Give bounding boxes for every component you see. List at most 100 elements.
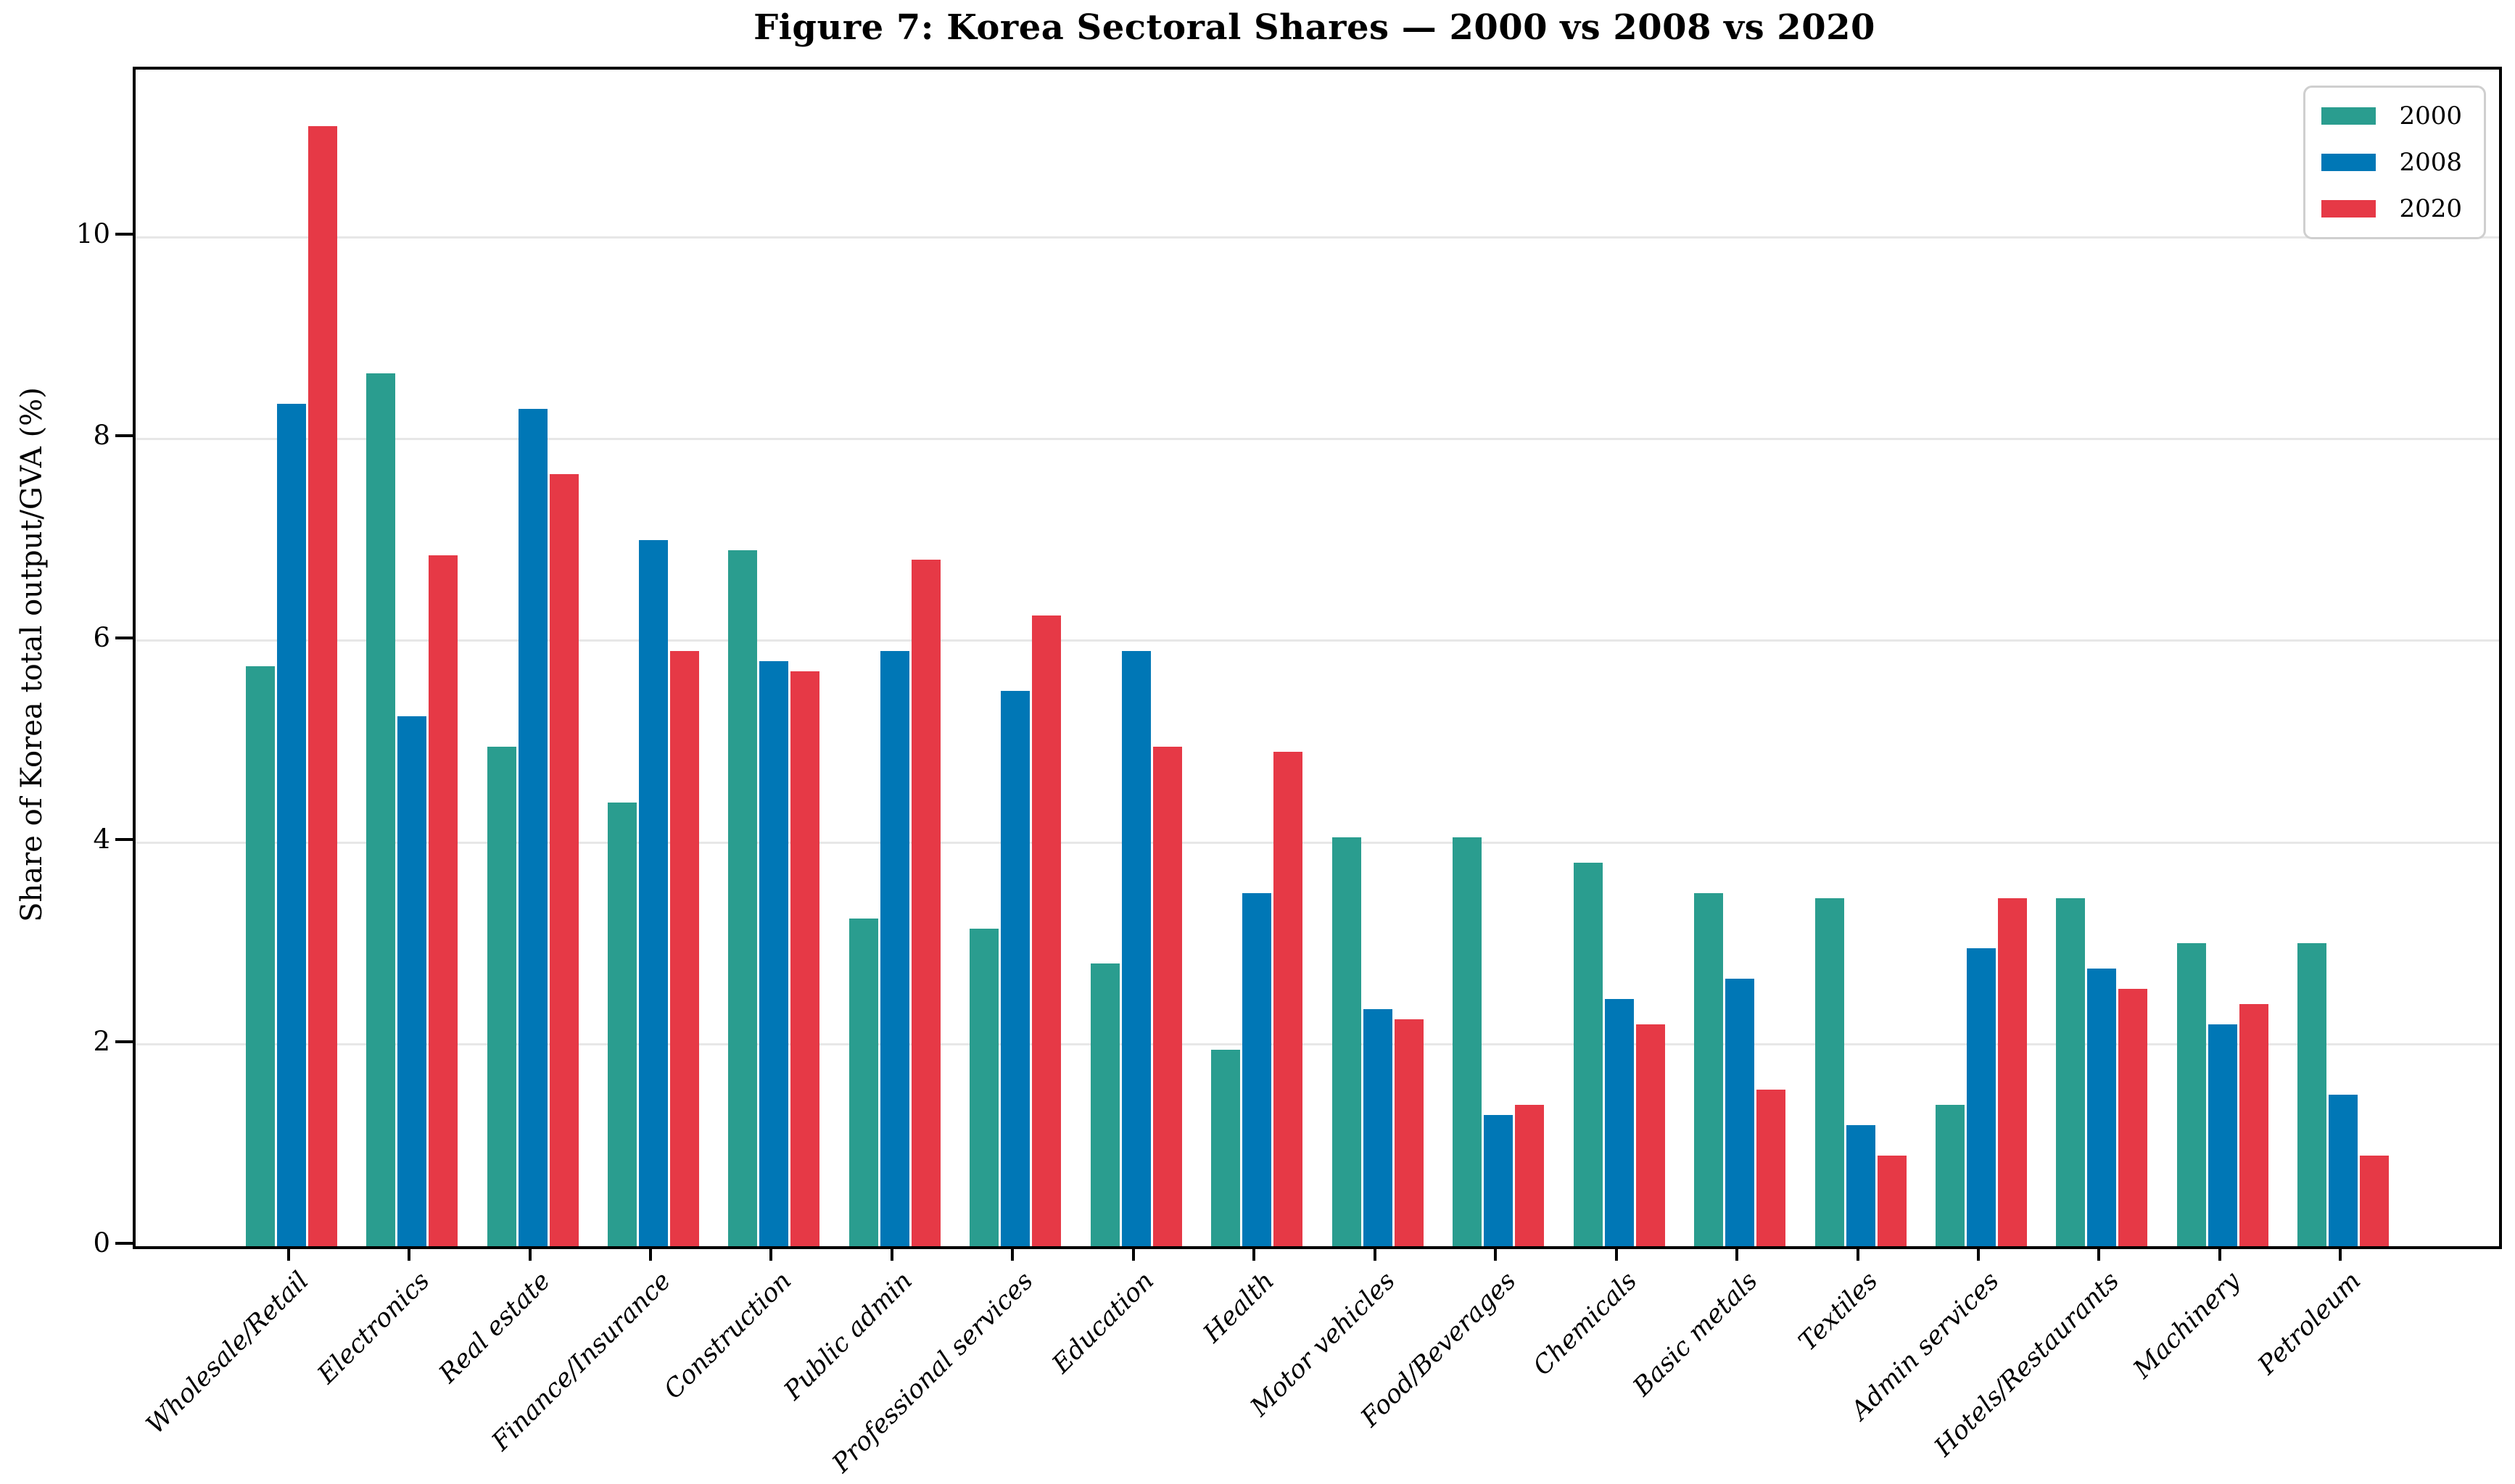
x-tick-mark-hotels-restaurants [2097, 1246, 2101, 1261]
bar-public-admin-2000 [848, 918, 878, 1246]
bar-motor-vehicles-2008 [1363, 1008, 1392, 1246]
bar-admin-services-2008 [1966, 948, 1996, 1246]
bar-motor-vehicles-2020 [1394, 1019, 1424, 1246]
gridline-y10 [136, 236, 2499, 239]
y-tick-label-4: 4 [93, 824, 110, 855]
bar-education-2020 [1152, 746, 1182, 1246]
bar-textiles-2000 [1814, 898, 1844, 1246]
bar-professional-services-2008 [1001, 691, 1031, 1246]
bar-petroleum-2020 [2360, 1155, 2390, 1246]
bar-machinery-2000 [2176, 943, 2206, 1246]
bar-real-estate-2000 [487, 746, 516, 1246]
bar-chemicals-2000 [1573, 863, 1603, 1246]
gridline-y2 [136, 1043, 2499, 1046]
bar-finance-insurance-2008 [639, 539, 669, 1246]
bar-basic-metals-2000 [1694, 892, 1724, 1246]
x-tick-mark-food-beverages [1494, 1246, 1498, 1261]
y-tick-mark-4 [115, 838, 133, 842]
x-tick-mark-construction [769, 1246, 773, 1261]
x-tick-mark-real-estate [528, 1246, 532, 1261]
bar-basic-metals-2008 [1725, 979, 1755, 1246]
gridline-y6 [136, 639, 2499, 642]
y-tick-mark-8 [115, 434, 133, 438]
x-tick-mark-admin-services [1976, 1246, 1980, 1261]
bar-real-estate-2008 [518, 408, 548, 1246]
bar-textiles-2008 [1846, 1124, 1875, 1246]
x-tick-label-basic-metals: Basic metals [1627, 1266, 1764, 1402]
y-tick-mark-10 [115, 233, 133, 236]
bar-food-beverages-2000 [1453, 837, 1482, 1246]
bar-textiles-2020 [1877, 1155, 1907, 1246]
x-tick-mark-chemicals [1614, 1246, 1618, 1261]
x-tick-mark-petroleum [2339, 1246, 2342, 1261]
bar-health-2020 [1273, 751, 1303, 1246]
bar-electronics-2000 [366, 373, 396, 1246]
bar-electronics-2020 [429, 555, 458, 1246]
x-tick-mark-professional-services [1011, 1246, 1015, 1261]
legend-item-2020: 2020 [2321, 196, 2462, 221]
x-tick-label-electronics: Electronics [312, 1266, 436, 1390]
bar-construction-2020 [790, 671, 820, 1246]
bar-construction-2008 [759, 660, 789, 1246]
bar-wholesale-retail-2000 [245, 666, 275, 1246]
bar-finance-insurance-2000 [608, 802, 637, 1246]
x-tick-label-textiles: Textiles [1793, 1266, 1884, 1357]
bar-public-admin-2008 [880, 650, 909, 1246]
legend-label-2008: 2008 [2399, 148, 2462, 177]
x-tick-mark-finance-insurance [649, 1246, 653, 1261]
bar-health-2008 [1242, 892, 1272, 1246]
x-tick-label-public-admin: Public admin [778, 1266, 919, 1406]
chart-title: Figure 7: Korea Sectoral Shares — 2000 v… [753, 7, 1875, 48]
x-tick-mark-electronics [408, 1246, 411, 1261]
x-tick-mark-public-admin [890, 1246, 893, 1261]
x-tick-label-professional-services: Professional services [827, 1266, 1039, 1479]
x-tick-mark-wholesale-retail [286, 1246, 290, 1261]
bar-admin-services-2000 [1935, 1105, 1965, 1246]
bar-food-beverages-2008 [1484, 1115, 1513, 1246]
bar-wholesale-retail-2020 [307, 125, 337, 1246]
bar-machinery-2020 [2239, 1003, 2268, 1246]
bar-chemicals-2008 [1604, 998, 1634, 1246]
legend: 2000 2008 2020 [2303, 86, 2486, 239]
bar-food-beverages-2020 [1515, 1105, 1545, 1246]
bar-wholesale-retail-2008 [276, 403, 306, 1246]
x-tick-mark-machinery [2218, 1246, 2221, 1261]
x-tick-label-chemicals: Chemicals [1527, 1266, 1643, 1382]
bar-health-2000 [1211, 1049, 1241, 1246]
bar-basic-metals-2020 [1756, 1090, 1786, 1246]
legend-swatch-2020 [2321, 200, 2376, 217]
bar-machinery-2008 [2208, 1024, 2237, 1246]
bar-petroleum-2008 [2329, 1095, 2358, 1246]
x-tick-mark-textiles [1856, 1246, 1859, 1261]
x-tick-label-construction: Construction [658, 1266, 798, 1405]
y-tick-label-6: 6 [93, 621, 110, 653]
y-tick-mark-2 [115, 1040, 133, 1043]
bar-education-2000 [1090, 963, 1120, 1246]
bar-chemicals-2020 [1635, 1024, 1665, 1246]
x-tick-label-machinery: Machinery [2128, 1266, 2247, 1385]
bar-hotels-restaurants-2020 [2118, 989, 2148, 1246]
legend-item-2000: 2000 [2321, 104, 2462, 128]
bar-education-2008 [1121, 650, 1151, 1246]
y-tick-label-8: 8 [93, 420, 110, 452]
x-tick-label-petroleum: Petroleum [2252, 1266, 2367, 1380]
y-tick-mark-6 [115, 636, 133, 639]
bar-construction-2000 [728, 550, 758, 1246]
bar-finance-insurance-2020 [670, 650, 700, 1246]
bar-motor-vehicles-2000 [1331, 837, 1361, 1246]
bar-electronics-2008 [397, 716, 427, 1246]
bar-admin-services-2020 [1997, 898, 2027, 1246]
x-tick-mark-motor-vehicles [1373, 1246, 1376, 1261]
y-tick-label-2: 2 [93, 1025, 110, 1057]
x-tick-label-health: Health [1198, 1266, 1281, 1348]
legend-swatch-2000 [2321, 107, 2376, 125]
bar-public-admin-2020 [911, 560, 941, 1246]
y-tick-label-0: 0 [93, 1227, 110, 1259]
bar-hotels-restaurants-2000 [2056, 898, 2086, 1246]
legend-item-2008: 2008 [2321, 150, 2462, 175]
x-tick-label-real-estate: Real estate [434, 1266, 556, 1389]
legend-label-2000: 2000 [2399, 101, 2462, 130]
bar-professional-services-2000 [970, 928, 999, 1246]
plot-area: 2000 2008 2020 [133, 67, 2502, 1249]
